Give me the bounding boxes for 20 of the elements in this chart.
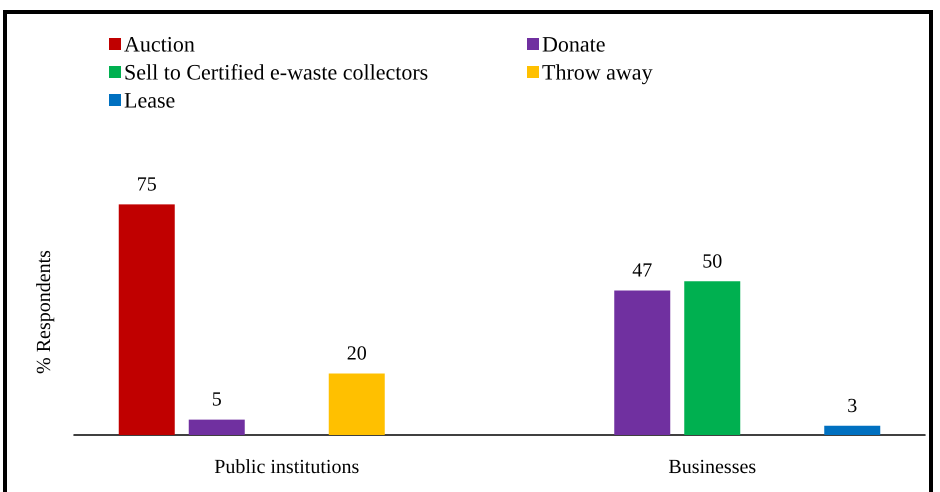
legend-label: Lease — [124, 88, 176, 112]
bar — [824, 426, 880, 435]
bar — [188, 420, 245, 435]
bar — [684, 281, 740, 435]
data-label: 20 — [346, 342, 367, 364]
legend-label: Donate — [542, 32, 606, 56]
data-label: 3 — [847, 394, 858, 417]
data-label: 75 — [136, 173, 157, 196]
x-tick-label: Public institutions — [214, 456, 360, 478]
bar — [118, 204, 175, 435]
data-label: 5 — [212, 388, 222, 411]
legend-label: Auction — [124, 32, 195, 56]
legend-label: Throw away — [542, 60, 653, 84]
x-tick-label: Businesses — [668, 456, 756, 478]
data-label: 47 — [632, 259, 652, 282]
y-axis-title: % Respondents — [33, 250, 55, 374]
bar — [614, 290, 670, 435]
data-label: 50 — [702, 250, 722, 272]
legend-label: Sell to Certified e-waste collectors — [124, 60, 428, 84]
bar — [328, 374, 385, 435]
